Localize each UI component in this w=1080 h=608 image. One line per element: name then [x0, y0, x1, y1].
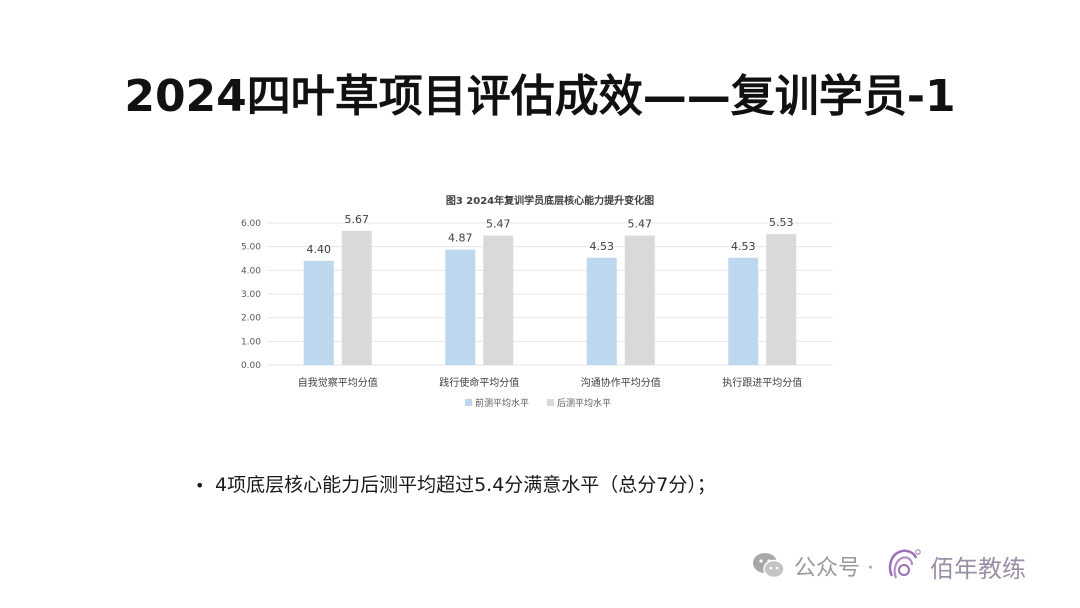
legend-swatch: [465, 399, 472, 406]
bar: [624, 235, 655, 365]
y-tick-label: 2.00: [241, 314, 261, 324]
y-tick-label: 4.00: [241, 266, 261, 276]
chart-svg: 图3 2024年复训学员底层核心能力提升变化图 0.00 1.00 2.00 3.00 4…: [241, 194, 833, 409]
data-label: 5.53: [769, 216, 794, 229]
bar: [445, 249, 476, 365]
bar: [766, 234, 797, 365]
legend-label: 前测平均水平: [475, 397, 529, 409]
y-tick-label: 1.00: [241, 337, 261, 347]
brand-logo-icon: [888, 549, 921, 579]
wechat-icon: [753, 553, 785, 579]
brand-name: 佰年教练: [930, 554, 1026, 583]
watermark: 公众号 · 佰年教练: [752, 546, 1026, 586]
legend-swatch: [547, 399, 554, 406]
bar-chart: 图3 2024年复训学员底层核心能力提升变化图 0.00 1.00 2.00 3.00 4…: [225, 190, 845, 420]
bar: [728, 257, 759, 365]
data-label: 5.47: [628, 218, 653, 231]
data-label: 4.53: [731, 240, 756, 253]
bar: [483, 235, 514, 365]
bullet-item: • 4项底层核心能力后测平均超过5.4分满意水平（总分7分）；: [195, 470, 716, 497]
bullet-dot: •: [195, 476, 205, 495]
x-category-label: 践行使命平均分值: [439, 376, 519, 389]
x-category-label: 自我觉察平均分值: [298, 376, 378, 389]
data-label: 4.53: [590, 240, 615, 253]
bar: [341, 230, 372, 365]
data-label: 5.47: [486, 218, 511, 231]
bar: [303, 260, 334, 365]
y-tick-label: 6.00: [241, 219, 261, 229]
slide-title: 2024四叶草项目评估成效——复训学员-1: [124, 71, 956, 122]
data-label: 5.67: [345, 213, 370, 226]
x-category-label: 执行跟进平均分值: [722, 376, 802, 389]
x-category-label: 沟通协作平均分值: [581, 376, 661, 389]
y-tick-label: 3.00: [241, 290, 261, 300]
legend-label: 后测平均水平: [557, 397, 611, 409]
data-label: 4.40: [307, 243, 332, 256]
account-label: 公众号 ·: [794, 556, 874, 581]
bar: [586, 257, 617, 365]
bullet-text: 4项底层核心能力后测平均超过5.4分满意水平（总分7分）；: [215, 474, 716, 496]
y-tick-label: 0.00: [241, 361, 261, 371]
data-label: 4.87: [448, 232, 473, 245]
chart-title: 图3 2024年复训学员底层核心能力提升变化图: [446, 194, 654, 207]
y-tick-label: 5.00: [241, 243, 261, 253]
